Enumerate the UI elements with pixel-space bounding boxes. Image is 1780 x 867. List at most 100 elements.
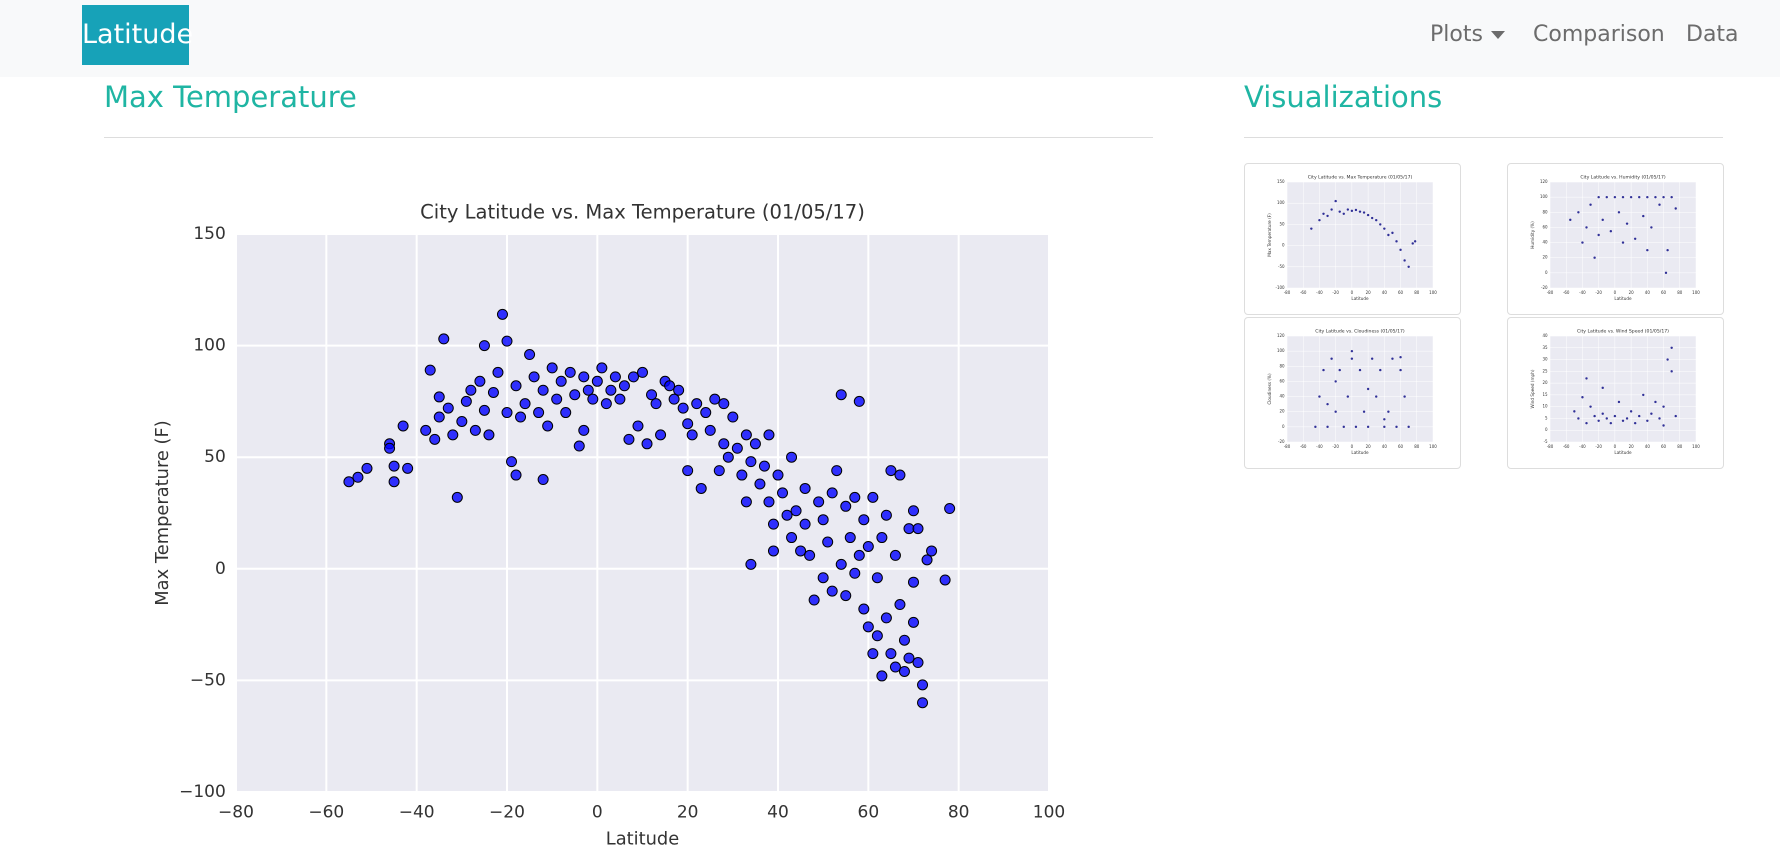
x-tick-label: -80 bbox=[1284, 290, 1291, 295]
thumbnail[interactable]: -80 -60 -40 -20 0 20 40 60 80 100 -20 0 20 40 60 80 100 1… bbox=[1244, 317, 1461, 469]
point bbox=[885, 648, 897, 660]
point bbox=[1617, 400, 1621, 404]
point bbox=[1407, 425, 1410, 429]
point bbox=[1621, 195, 1625, 199]
brand[interactable]: Latitude bbox=[82, 5, 193, 65]
x-tick-label: −20 bbox=[489, 802, 525, 822]
x-tick-label: 60 bbox=[1661, 444, 1667, 449]
point bbox=[1573, 410, 1576, 413]
point bbox=[429, 433, 441, 445]
y-tick-label: 60 bbox=[1280, 378, 1286, 383]
point bbox=[1621, 241, 1625, 244]
point bbox=[1585, 421, 1588, 425]
x-tick-label: 60 bbox=[1398, 444, 1404, 449]
point bbox=[813, 496, 825, 508]
point bbox=[740, 496, 752, 508]
chart-title: City Latitude vs. Max Temperature (01/05… bbox=[1308, 174, 1413, 180]
x-tick-label: 80 bbox=[948, 802, 970, 822]
point bbox=[361, 462, 373, 474]
point bbox=[442, 402, 454, 414]
point bbox=[767, 518, 779, 530]
point bbox=[754, 478, 766, 490]
thumbnail[interactable]: -80 -60 -40 -20 0 20 40 60 80 100 -20 0 20 40 60 80 100 1… bbox=[1507, 163, 1724, 315]
point bbox=[402, 462, 414, 474]
point bbox=[551, 393, 563, 405]
x-tick-label: -40 bbox=[1579, 290, 1586, 295]
point bbox=[555, 375, 567, 387]
x-axis-label: Latitude bbox=[1614, 450, 1632, 455]
point bbox=[573, 440, 585, 452]
point bbox=[853, 549, 865, 561]
point bbox=[578, 371, 590, 383]
point bbox=[849, 491, 861, 503]
point bbox=[740, 429, 752, 441]
nav-link[interactable]: Plots bbox=[1430, 22, 1483, 47]
point bbox=[1383, 425, 1386, 429]
y-tick-label: −100 bbox=[179, 782, 226, 802]
point bbox=[822, 536, 834, 548]
point bbox=[641, 438, 653, 450]
point bbox=[1633, 237, 1637, 240]
point bbox=[682, 418, 694, 430]
thumbnail-chart[interactable]: -80 -60 -40 -20 0 20 40 60 80 100 -100 -50 0 50 100 150… bbox=[1245, 164, 1460, 314]
point bbox=[546, 362, 558, 374]
point bbox=[1338, 368, 1341, 372]
point bbox=[908, 505, 919, 517]
point bbox=[1593, 414, 1596, 418]
x-axis-label: Latitude bbox=[606, 829, 679, 850]
y-tick-label: 40 bbox=[1543, 240, 1549, 245]
point bbox=[456, 415, 468, 427]
point bbox=[1383, 227, 1386, 230]
point bbox=[388, 460, 400, 472]
thumbnail-chart[interactable]: -80 -60 -40 -20 0 20 40 60 80 100 -5 0 5 10 15 20 25 30 35… bbox=[1508, 318, 1723, 468]
chart-title: City Latitude vs. Max Temperature (01/05… bbox=[420, 201, 865, 224]
point bbox=[478, 340, 490, 352]
x-tick-label: -80 bbox=[1547, 290, 1554, 295]
point bbox=[1625, 222, 1629, 225]
x-tick-label: 100 bbox=[1429, 444, 1437, 449]
chart: −80 −60 −40 −20 0 20 40 60 80 100 −100 −50 0 50 100 150… bbox=[152, 201, 1065, 850]
point bbox=[564, 366, 576, 378]
point bbox=[618, 380, 630, 392]
y-tick-label: 0 bbox=[215, 559, 226, 579]
point bbox=[524, 349, 536, 361]
y-tick-label: -50 bbox=[1278, 264, 1285, 269]
y-tick-label: 100 bbox=[1277, 200, 1285, 205]
navbar: Latitude Plots Comparison Data bbox=[0, 0, 1780, 77]
point bbox=[609, 371, 621, 383]
point bbox=[433, 391, 445, 403]
y-tick-label: 40 bbox=[1543, 333, 1549, 338]
main-heading: Max Temperature bbox=[104, 80, 357, 114]
thumbnail[interactable]: -80 -60 -40 -20 0 20 40 60 80 100 -100 -50 0 50 100 150… bbox=[1244, 163, 1461, 315]
point bbox=[867, 491, 879, 503]
point bbox=[1621, 419, 1625, 422]
point bbox=[655, 429, 667, 441]
point bbox=[1581, 241, 1584, 244]
thumbnail-chart[interactable]: -80 -60 -40 -20 0 20 40 60 80 100 -20 0 20 40 60 80 100 1… bbox=[1245, 318, 1460, 468]
point bbox=[388, 476, 400, 488]
point bbox=[1326, 402, 1329, 406]
point bbox=[1395, 240, 1398, 243]
thumbnail[interactable]: -80 -60 -40 -20 0 20 40 60 80 100 -5 0 5 10 15 20 25 30 35… bbox=[1507, 317, 1724, 469]
nav-plots[interactable]: Plots bbox=[1430, 22, 1505, 47]
point bbox=[560, 407, 572, 419]
point bbox=[1601, 386, 1604, 390]
point bbox=[1654, 195, 1657, 199]
nav-link[interactable]: Comparison bbox=[1533, 22, 1665, 47]
point bbox=[1387, 410, 1390, 413]
point bbox=[1654, 400, 1657, 404]
point bbox=[1370, 357, 1374, 360]
point bbox=[1366, 213, 1370, 217]
thumbnail-chart[interactable]: -80 -60 -40 -20 0 20 40 60 80 100 -20 0 20 40 60 80 100 1… bbox=[1508, 164, 1723, 314]
point bbox=[1375, 395, 1378, 398]
x-tick-label: -80 bbox=[1547, 444, 1554, 449]
point bbox=[817, 514, 829, 526]
point bbox=[1605, 195, 1608, 199]
point bbox=[343, 476, 355, 488]
point bbox=[614, 393, 626, 405]
point bbox=[1387, 233, 1390, 237]
nav-link[interactable]: Data bbox=[1686, 22, 1739, 47]
point bbox=[1646, 419, 1649, 422]
x-tick-label: -40 bbox=[1316, 444, 1323, 449]
